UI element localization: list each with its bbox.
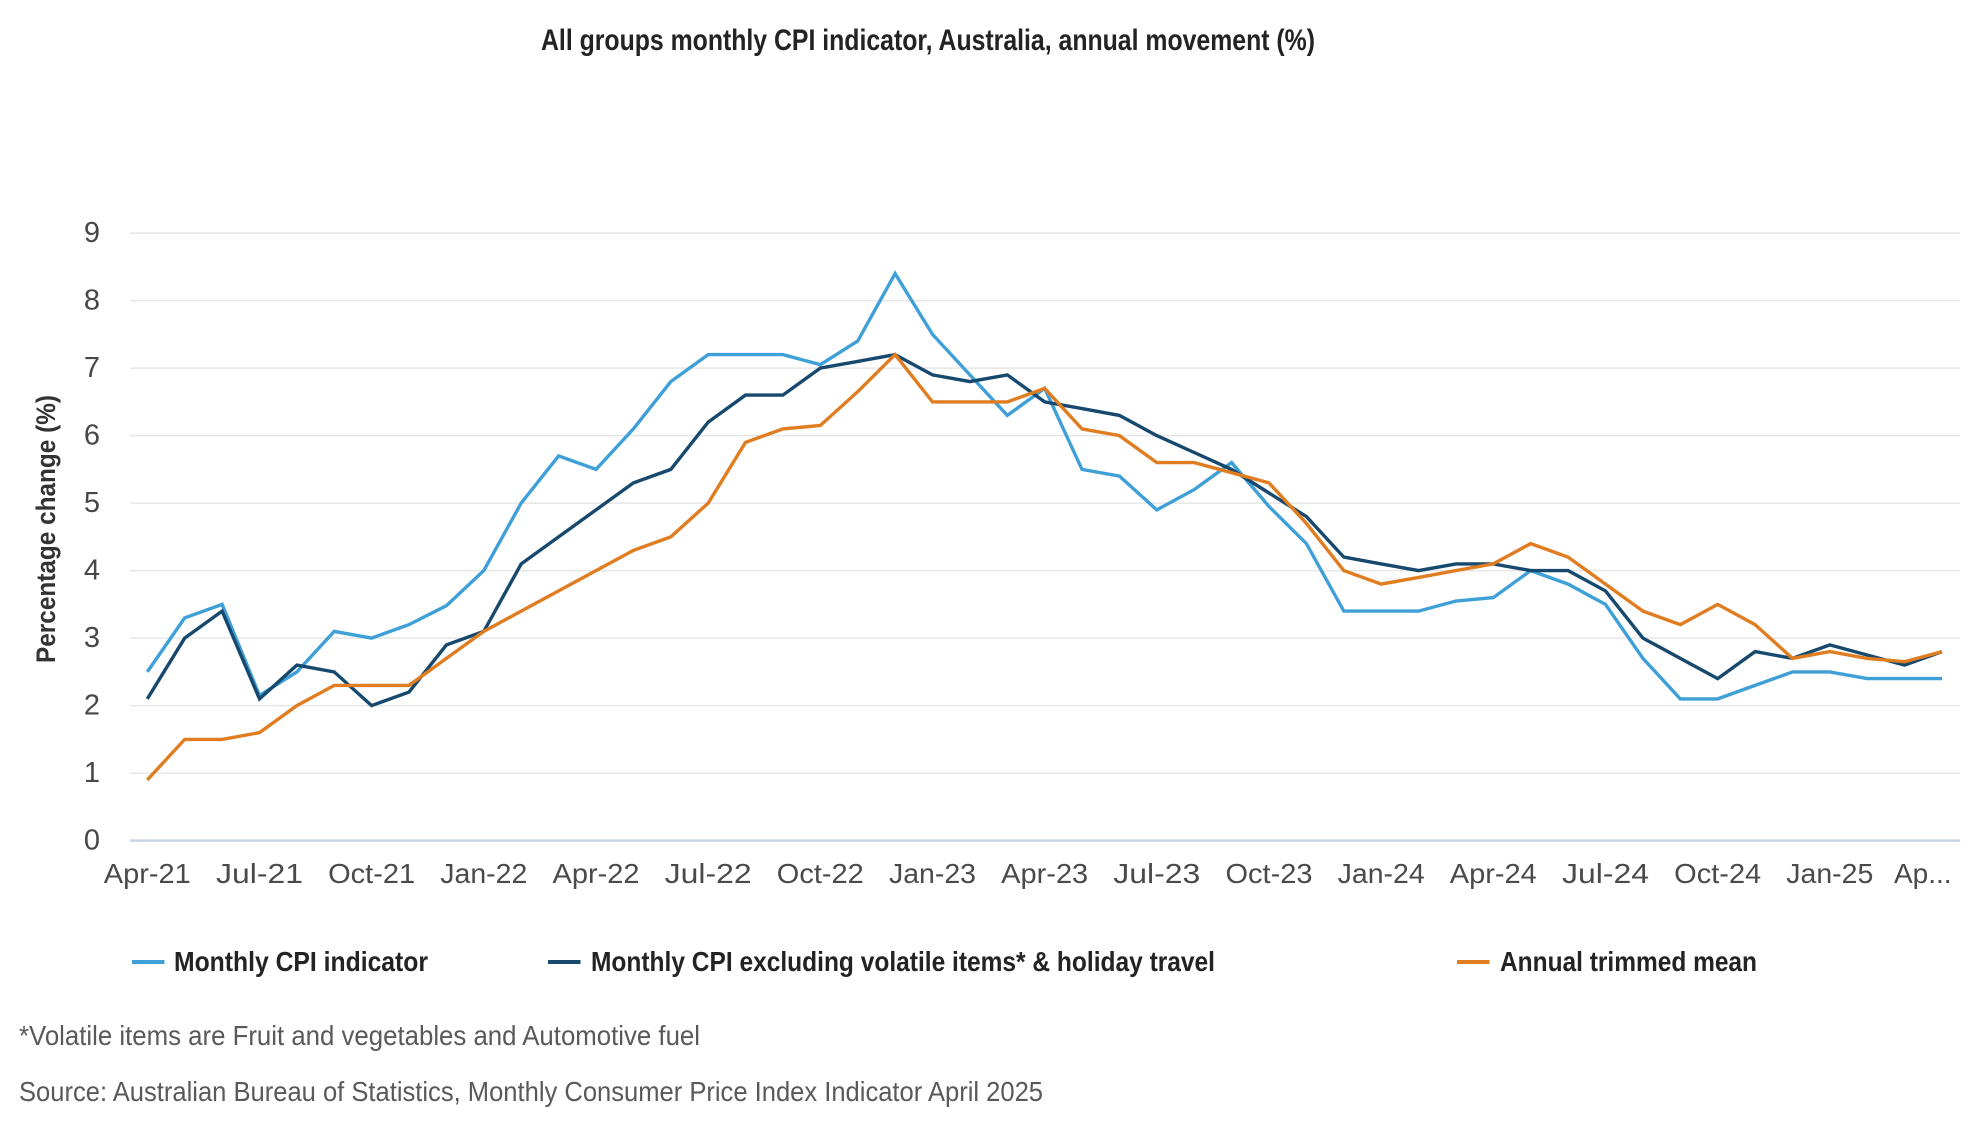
- svg-text:Oct-24: Oct-24: [1674, 858, 1761, 889]
- svg-text:Apr-23: Apr-23: [1001, 858, 1088, 889]
- svg-text:Ap...: Ap...: [1894, 858, 1952, 889]
- svg-text:*Volatile items are Fruit and: *Volatile items are Fruit and vegetables…: [19, 1020, 700, 1051]
- svg-text:Monthly CPI excluding volatile: Monthly CPI excluding volatile items* & …: [591, 946, 1215, 977]
- svg-text:Jul-21: Jul-21: [216, 858, 303, 889]
- svg-text:1: 1: [84, 757, 100, 789]
- svg-text:Jul-24: Jul-24: [1562, 858, 1649, 889]
- svg-text:6: 6: [84, 419, 100, 451]
- svg-text:0: 0: [84, 824, 100, 856]
- svg-text:5: 5: [84, 487, 100, 519]
- svg-text:Jan-22: Jan-22: [440, 858, 527, 889]
- svg-text:3: 3: [84, 622, 100, 654]
- svg-text:Jul-23: Jul-23: [1113, 858, 1200, 889]
- svg-text:Annual trimmed mean: Annual trimmed mean: [1500, 946, 1757, 977]
- svg-text:7: 7: [84, 352, 100, 384]
- svg-text:4: 4: [84, 554, 100, 586]
- svg-text:2: 2: [84, 689, 100, 721]
- svg-text:Oct-23: Oct-23: [1226, 858, 1313, 889]
- svg-text:Apr-21: Apr-21: [104, 858, 191, 889]
- svg-text:9: 9: [84, 217, 100, 249]
- svg-text:8: 8: [84, 284, 100, 316]
- svg-text:Source: Australian Bureau of S: Source: Australian Bureau of Statistics,…: [19, 1076, 1043, 1107]
- svg-text:Jan-25: Jan-25: [1786, 858, 1873, 889]
- svg-text:Percentage change (%): Percentage change (%): [31, 395, 61, 663]
- svg-text:Jan-24: Jan-24: [1338, 858, 1425, 889]
- svg-text:All groups monthly CPI indicat: All groups monthly CPI indicator, Austra…: [541, 24, 1315, 57]
- svg-text:Jul-22: Jul-22: [665, 858, 752, 889]
- svg-text:Apr-22: Apr-22: [553, 858, 640, 889]
- svg-text:Monthly CPI indicator: Monthly CPI indicator: [174, 946, 428, 977]
- svg-text:Apr-24: Apr-24: [1450, 858, 1537, 889]
- svg-text:Oct-21: Oct-21: [328, 858, 415, 889]
- svg-text:Jan-23: Jan-23: [889, 858, 976, 889]
- svg-text:Oct-22: Oct-22: [777, 858, 864, 889]
